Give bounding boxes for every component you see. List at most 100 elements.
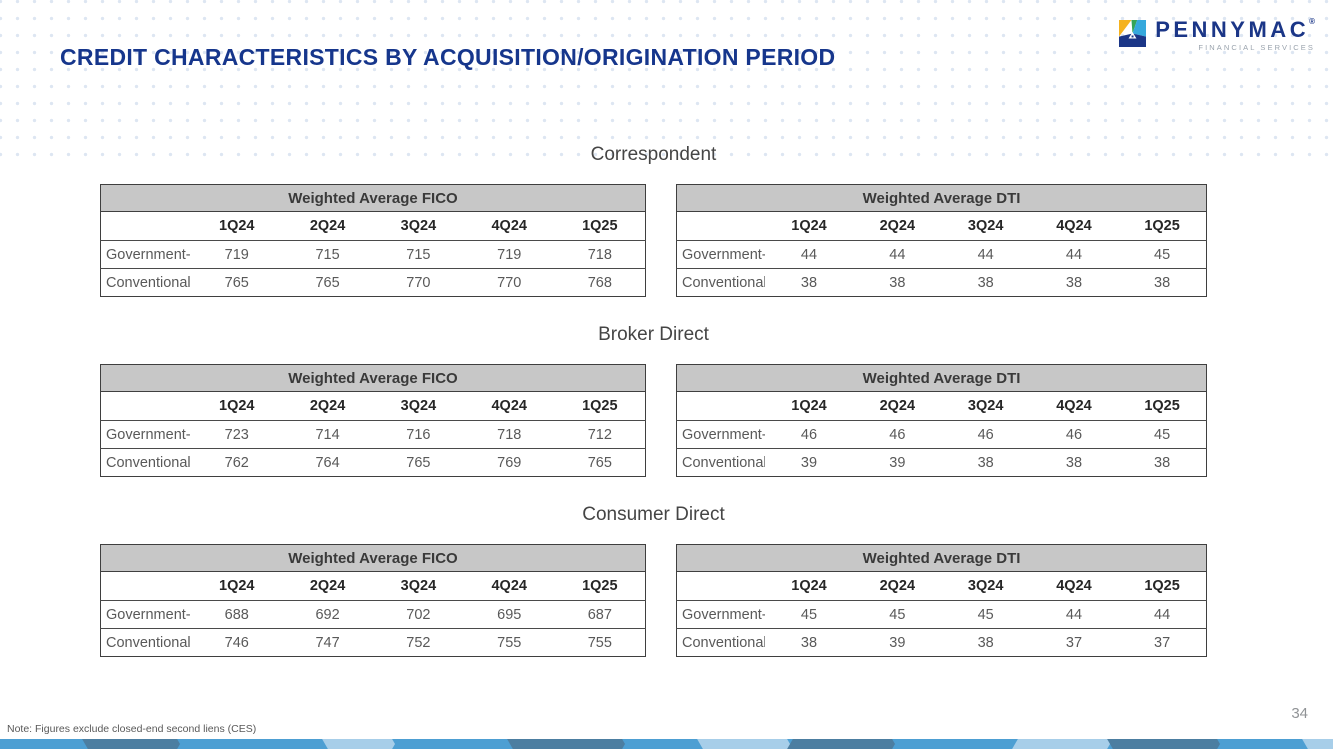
cell-value: 770: [497, 274, 522, 291]
footer-bar-segment: [322, 739, 398, 749]
cell-value: 712: [587, 426, 612, 443]
cell-value: 715: [406, 246, 431, 263]
column-header: 1Q24: [791, 218, 827, 234]
table-title: Weighted Average FICO: [100, 184, 646, 212]
correspondent-dti-table: Weighted Average DTI 1Q24 2Q24 3Q24 4Q24…: [676, 184, 1207, 297]
cell-value: 765: [315, 274, 340, 291]
pennymac-logo: PENNYMAC® FINANCIAL SERVICES: [1119, 17, 1315, 53]
table-row: Conventional 746 747 752 755 755: [100, 628, 646, 657]
column-header: 1Q25: [1144, 218, 1180, 234]
column-header: 1Q24: [219, 218, 255, 234]
table-title: Weighted Average FICO: [100, 364, 646, 392]
cell-value: 765: [224, 274, 249, 291]
row-label: Government-insured: [106, 606, 191, 623]
table-row: Government-insured 688 692 702 695 687: [100, 600, 646, 629]
cell-value: 39: [800, 454, 818, 471]
cell-value: 755: [587, 634, 612, 651]
row-label: Government-insured: [682, 426, 765, 443]
cell-value: 45: [800, 606, 818, 623]
column-header-spacer: [677, 392, 765, 421]
cell-value: 46: [800, 426, 818, 443]
column-header: 4Q24: [491, 218, 527, 234]
logo-tagline: FINANCIAL SERVICES: [1198, 43, 1315, 53]
cell-value: 38: [977, 634, 994, 651]
cell-value: 755: [497, 634, 522, 651]
table-row: Conventional 39 39 38 38 38: [676, 448, 1207, 477]
column-header-spacer: [677, 212, 765, 241]
table-row: Government-insured 46 46 46 46 45: [676, 420, 1207, 449]
row-label: Conventional: [682, 634, 765, 651]
column-header: 2Q24: [879, 218, 916, 234]
cell-value: 44: [1065, 606, 1083, 623]
cell-value: 39: [889, 634, 906, 651]
column-header: 1Q24: [219, 398, 255, 414]
column-header-spacer: [101, 212, 192, 241]
cell-value: 723: [224, 426, 249, 443]
cell-value: 44: [800, 246, 818, 263]
cell-value: 692: [315, 606, 340, 623]
footer-bar-segment: [392, 739, 513, 749]
column-header: 4Q24: [491, 398, 527, 414]
section-correspondent: Correspondent Weighted Average FICO 1Q24…: [100, 142, 1207, 297]
logo-brand-label: PENNYMAC: [1155, 17, 1310, 42]
table-row: Conventional 38 38 38 38 38: [676, 268, 1207, 297]
table-row: Conventional 38 39 38 37 37: [676, 628, 1207, 657]
cell-value: 38: [977, 274, 994, 291]
table-row: Government-insured 719 715 715 719 718: [100, 240, 646, 269]
section-title: Consumer Direct: [582, 504, 725, 525]
row-label: Government-insured: [106, 426, 191, 443]
cell-value: 719: [497, 246, 522, 263]
cell-value: 38: [977, 454, 994, 471]
cell-value: 747: [315, 634, 340, 651]
table-row: Government-insured 45 45 45 44 44: [676, 600, 1207, 629]
cell-value: 746: [224, 634, 249, 651]
consumer-direct-fico-table: Weighted Average FICO 1Q24 2Q24 3Q24 4Q2…: [100, 544, 646, 657]
column-header: 1Q24: [791, 398, 827, 414]
cell-value: 45: [1154, 246, 1171, 263]
cell-value: 715: [315, 246, 340, 263]
row-label: Government-insured: [682, 606, 765, 623]
table-title: Weighted Average FICO: [100, 544, 646, 572]
cell-value: 46: [977, 426, 994, 443]
footer-bar-segment: [892, 739, 1018, 749]
logo-brand: PENNYMAC®: [1155, 17, 1315, 42]
table-row: Conventional 765 765 770 770 768: [100, 268, 646, 297]
cell-value: 38: [1065, 454, 1083, 471]
column-header: 4Q24: [1056, 218, 1092, 234]
cell-value: 714: [315, 426, 340, 443]
cell-value: 37: [1154, 634, 1171, 651]
table-title: Weighted Average DTI: [676, 364, 1207, 392]
footnote: Note: Figures exclude closed-end second …: [7, 723, 257, 735]
page-title: CREDIT CHARACTERISTICS BY ACQUISITION/OR…: [60, 44, 836, 70]
footer-bar-segment: [1012, 739, 1113, 749]
cell-value: 688: [224, 606, 249, 623]
section-broker-direct: Broker Direct Weighted Average FICO 1Q24…: [100, 322, 1207, 477]
logo-text: PENNYMAC® FINANCIAL SERVICES: [1155, 17, 1315, 53]
column-header: 1Q25: [1144, 578, 1180, 594]
cell-value: 718: [497, 426, 522, 443]
table-title: Weighted Average DTI: [676, 184, 1207, 212]
cell-value: 765: [406, 454, 431, 471]
cell-value: 687: [587, 606, 612, 623]
table-row: Government-insured 44 44 44 44 45: [676, 240, 1207, 269]
broker-direct-fico-table: Weighted Average FICO 1Q24 2Q24 3Q24 4Q2…: [100, 364, 646, 477]
page-number: 34: [1291, 705, 1308, 722]
row-label: Conventional: [682, 454, 765, 471]
column-header: 3Q24: [400, 398, 437, 414]
cell-value: 38: [889, 274, 906, 291]
column-header: 1Q25: [582, 218, 618, 234]
cell-value: 765: [587, 454, 612, 471]
cell-value: 39: [889, 454, 906, 471]
cell-value: 38: [1065, 274, 1083, 291]
cell-value: 762: [224, 454, 249, 471]
section-consumer-direct: Consumer Direct Weighted Average FICO 1Q…: [100, 502, 1207, 657]
column-header: 1Q24: [791, 578, 827, 594]
footer-bar-segment: [1107, 739, 1223, 749]
cell-value: 45: [889, 606, 906, 623]
cell-value: 38: [1154, 274, 1171, 291]
cell-value: 45: [1154, 426, 1171, 443]
pennymac-logo-icon: [1119, 20, 1147, 47]
footer-bar-segment: [1302, 739, 1333, 749]
section-title: Broker Direct: [598, 324, 709, 345]
column-header: 1Q25: [582, 578, 618, 594]
